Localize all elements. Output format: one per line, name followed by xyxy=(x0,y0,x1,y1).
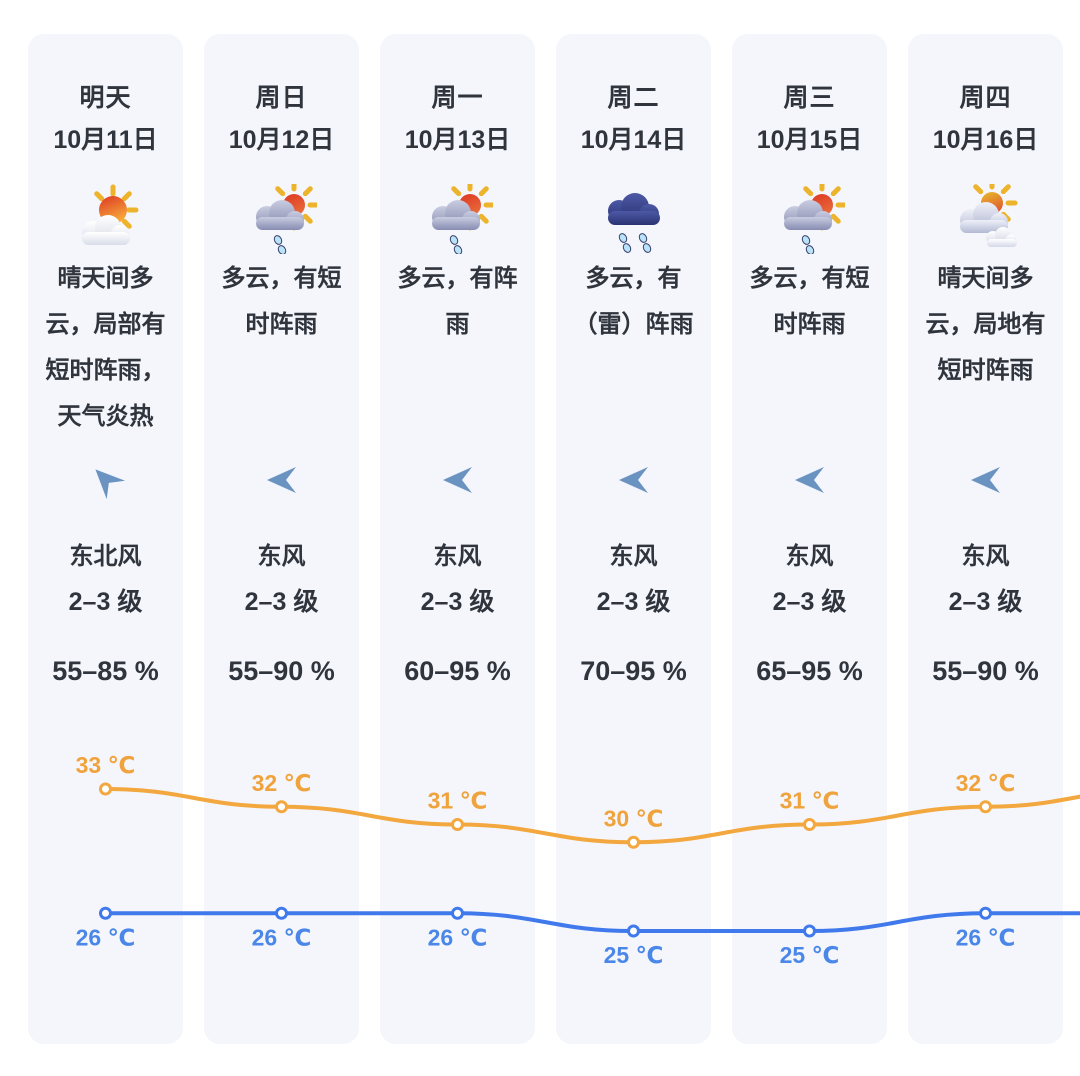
weather-description: 晴天间多云，局部有短时阵雨，天气炎热 xyxy=(45,265,166,430)
day-card-5[interactable]: 周三 10月15日 多云，有短时阵雨 东风 2–3 级 65–95 % xyxy=(732,34,887,1044)
weather-description: 晴天间多云，局地有短时阵雨 xyxy=(925,265,1046,384)
humidity-range: 60–95 % xyxy=(404,656,511,686)
humidity-range: 55–85 % xyxy=(52,656,159,686)
day-label: 周三 xyxy=(783,84,836,112)
wind-direction-label: 东风 xyxy=(609,543,658,570)
wind-direction-label: 东北风 xyxy=(69,543,142,570)
weather-icon xyxy=(951,177,1021,254)
wind-direction-icon xyxy=(792,464,828,496)
humidity-range: 55–90 % xyxy=(932,656,1039,686)
day-card-6[interactable]: 周四 10月16日 晴天间多云，局地有短时阵雨 东风 2–3 级 55–90 % xyxy=(908,34,1063,1044)
day-card-2[interactable]: 周日 10月12日 多云，有短时阵雨 东风 2–3 级 55–90 % xyxy=(204,34,359,1044)
humidity-range: 55–90 % xyxy=(228,656,335,686)
wind-scale-label: 2–3 级 xyxy=(68,588,143,616)
weather-icon xyxy=(247,179,319,255)
wind-scale-label: 2–3 级 xyxy=(596,588,671,616)
day-card-3[interactable]: 周一 10月13日 多云，有阵雨 东风 2–3 级 60–95 % xyxy=(380,34,535,1044)
forecast-board: 明天 10月11日 晴天间多云，局部有短时阵雨，天气炎热 东北风 2–3 级 5… xyxy=(28,34,1063,1044)
day-label: 周四 xyxy=(959,84,1012,112)
day-date: 10月12日 xyxy=(228,126,335,154)
wind-scale-label: 2–3 级 xyxy=(244,588,319,616)
day-date: 10月16日 xyxy=(932,126,1039,154)
wind-direction-label: 东风 xyxy=(433,543,482,570)
day-date: 10月14日 xyxy=(580,126,687,154)
weather-icon xyxy=(423,179,495,255)
wind-direction-icon xyxy=(440,464,476,496)
day-date: 10月15日 xyxy=(756,126,863,154)
weather-description: 多云，有阵雨 xyxy=(397,265,518,338)
wind-scale-label: 2–3 级 xyxy=(772,588,847,616)
weather-icon xyxy=(71,184,141,254)
day-card-1[interactable]: 明天 10月11日 晴天间多云，局部有短时阵雨，天气炎热 东北风 2–3 级 5… xyxy=(28,34,183,1044)
wind-direction-label: 东风 xyxy=(257,543,306,570)
day-date: 10月11日 xyxy=(53,126,158,154)
weather-description: 多云，有短时阵雨 xyxy=(749,265,870,338)
wind-direction-icon xyxy=(81,456,129,504)
wind-direction-label: 东风 xyxy=(961,543,1010,570)
weather-icon xyxy=(775,179,847,255)
wind-scale-label: 2–3 级 xyxy=(420,588,495,616)
day-card-4[interactable]: 周二 10月14日 多云，有（雷）阵雨 东风 2–3 级 70–95 % xyxy=(556,34,711,1044)
wind-direction-icon xyxy=(968,464,1004,496)
day-date: 10月13日 xyxy=(404,126,511,154)
wind-direction-label: 东风 xyxy=(785,543,834,570)
weather-description: 多云，有（雷）阵雨 xyxy=(573,265,694,338)
wind-direction-icon xyxy=(264,464,300,496)
humidity-range: 65–95 % xyxy=(756,656,863,686)
weather-icon xyxy=(599,184,669,254)
day-label: 明天 xyxy=(79,84,132,112)
wind-scale-label: 2–3 级 xyxy=(948,588,1023,616)
day-label: 周日 xyxy=(255,84,308,112)
day-label: 周二 xyxy=(607,84,660,112)
day-label: 周一 xyxy=(431,84,484,112)
humidity-range: 70–95 % xyxy=(580,656,687,686)
weather-description: 多云，有短时阵雨 xyxy=(221,265,342,338)
wind-direction-icon xyxy=(616,464,652,496)
